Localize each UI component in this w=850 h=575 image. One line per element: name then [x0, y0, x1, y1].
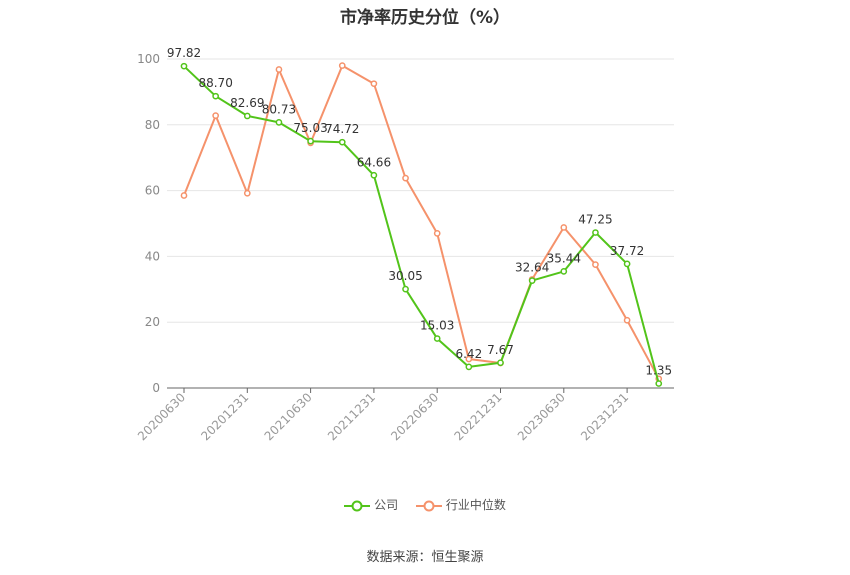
x-tick-label: 20221231: [452, 390, 505, 443]
data-point-company: [275, 119, 283, 126]
data-label-company: 47.25: [578, 213, 612, 227]
x-tick-label: 20210630: [262, 390, 315, 443]
data-point-industry-median: [180, 192, 188, 199]
legend-company-icon: [344, 500, 371, 511]
series-line-company: [183, 65, 660, 384]
data-point-industry-median: [212, 112, 219, 119]
y-tick-label: 60: [145, 184, 160, 198]
series: [180, 62, 663, 387]
data-point-company: [212, 92, 219, 100]
data-label-company: 1.35: [645, 364, 672, 378]
series-line-industry-median: [183, 64, 660, 380]
data-label-company: 97.82: [167, 46, 201, 60]
data-point-industry-median: [592, 261, 599, 268]
x-tick-label: 20230630: [515, 390, 568, 443]
x-tick-label: 20220630: [388, 390, 441, 443]
data-point-company: [433, 335, 441, 342]
y-tick-label: 80: [145, 118, 160, 132]
data-point-industry-median: [370, 80, 378, 88]
data-point-company: [623, 260, 631, 268]
data-point-company: [243, 112, 251, 120]
data-point-company: [338, 138, 346, 146]
legend: 公司 行业中位数: [0, 496, 850, 513]
data-point-industry-median: [623, 316, 631, 324]
data-label-company: 82.69: [230, 96, 264, 110]
data-point-company: [307, 137, 314, 145]
data-point-industry-median: [275, 66, 283, 73]
x-tick-label: 20200630: [135, 390, 188, 443]
data-label-company: 6.42: [455, 347, 482, 361]
data-label-company: 35.44: [547, 251, 581, 265]
data-point-industry-median: [243, 189, 251, 197]
data-point-company: [592, 229, 599, 236]
data-label-company: 37.72: [610, 244, 644, 258]
axes: 0 20 40 60 80 100 20200630 20201231 20210630 2021…: [135, 52, 674, 443]
data-label-company: 88.70: [198, 76, 232, 90]
legend-industry-icon: [415, 500, 442, 511]
y-tick-label: 40: [145, 249, 160, 263]
line-chart: 0 20 40 60 80 100 20200630 20201231 20210630 2021…: [135, 46, 674, 443]
y-tick-label: 0: [152, 381, 160, 395]
data-source: 数据来源：恒生聚源: [366, 550, 484, 565]
data-point-company: [402, 285, 409, 293]
data-point-company: [465, 363, 473, 371]
data-point-company: [497, 359, 504, 367]
data-label-company: 7.67: [487, 343, 514, 357]
data-label-company: 32.64: [515, 261, 549, 275]
grid-lines: [167, 58, 674, 323]
chart-title: 市净率历史分位（%）: [339, 8, 511, 28]
data-label-company: 80.73: [262, 102, 296, 116]
data-point-company: [655, 380, 663, 387]
y-tick-label: 20: [145, 315, 160, 329]
data-point-industry-median: [433, 230, 441, 237]
data-point-company: [370, 171, 378, 179]
x-tick-label: 20201231: [198, 390, 251, 443]
legend-company-label: 公司: [374, 498, 399, 512]
data-label-company: 30.05: [388, 269, 422, 283]
legend-item-industry-median[interactable]: 行业中位数: [415, 496, 506, 513]
data-label-company: 75.03: [293, 121, 327, 135]
data-point-industry-median: [402, 174, 409, 182]
data-point-industry-median: [338, 62, 346, 69]
x-tick-label: 20231231: [578, 390, 631, 443]
data-label-company: 15.03: [420, 319, 454, 333]
data-label-company: 64.66: [357, 155, 391, 169]
legend-industry-label: 行业中位数: [445, 498, 506, 512]
data-label-company: 74.72: [325, 122, 359, 136]
y-tick-label: 100: [137, 52, 160, 66]
data-point-company: [528, 277, 536, 284]
legend-item-company[interactable]: 公司: [344, 496, 398, 513]
data-point-industry-median: [560, 224, 568, 231]
data-point-industry-median: [465, 355, 473, 363]
data-point-company: [180, 62, 188, 70]
data-point-company: [560, 268, 568, 275]
x-tick-label: 20211231: [325, 390, 378, 443]
